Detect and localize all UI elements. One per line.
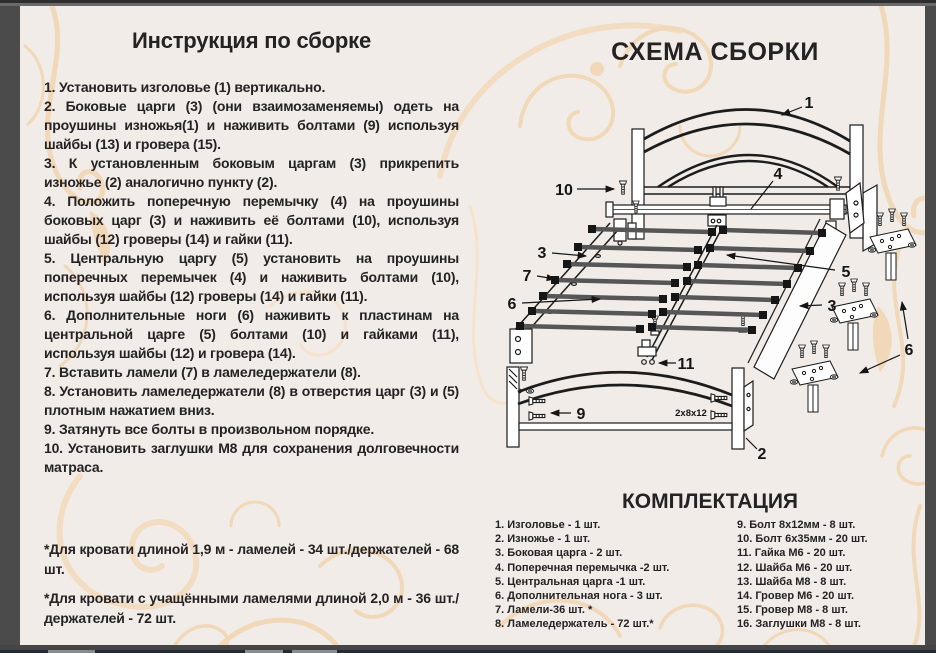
part-item: 9. Болт 8х12мм - 8 шт. xyxy=(737,519,856,531)
part-item: 10. Болт 6х35мм - 20 шт. xyxy=(737,533,868,546)
callout-7: 7 xyxy=(523,268,532,285)
part-item: 7. Ламели-36 шт. * xyxy=(495,604,593,617)
instructions-title: Инструкция по сборке xyxy=(132,28,371,53)
scheme-title: СХЕМА СБОРКИ xyxy=(611,38,819,66)
callout-10: 10 xyxy=(555,182,573,199)
footboard xyxy=(506,366,754,450)
callout-lines xyxy=(521,106,909,450)
instruction-step: 6. Дополнительные ноги (6) наживить к пл… xyxy=(44,307,459,361)
part-item: 11. Гайка М6 - 20 шт. xyxy=(737,547,846,560)
instruction-step: 7. Вставить ламели (7) в ламеледержатели… xyxy=(44,364,361,380)
taskbar-item[interactable] xyxy=(48,650,95,653)
part-item: 1. Изголовье - 1 шт. xyxy=(495,519,601,531)
instruction-page: Инструкция по сборке 1. Установить изгол… xyxy=(20,6,925,645)
callout-2: 2 xyxy=(758,446,767,463)
instructions-steps: 1. Установить изголовье (1) вертикально.… xyxy=(44,78,459,477)
callout-1: 1 xyxy=(805,95,814,112)
instruction-step: 10. Установить заглушки М8 для сохранени… xyxy=(44,440,459,475)
part-item: 14. Гровер М6 - 20 шт. xyxy=(737,590,855,603)
parts-title: КОМПЛЕКТАЦИЯ xyxy=(621,490,799,513)
taskbar-item[interactable] xyxy=(245,650,283,653)
dimension-note: 2x8x12 xyxy=(675,408,707,419)
part-item: 8. Ламеледержатель - 72 шт.* xyxy=(495,618,654,631)
window-bottom-edge xyxy=(0,645,936,650)
callout-6-left: 6 xyxy=(508,296,517,313)
callout-4: 4 xyxy=(774,166,783,183)
instruction-step: 2. Боковые царги (3) (они взаимозаменяем… xyxy=(44,98,459,152)
part-item: 16. Заглушки М8 - 8 шт. xyxy=(737,618,861,631)
part-item: 6. Дополнительная нога - 3 шт. xyxy=(495,590,663,603)
parts-column-right: 9. Болт 8х12мм - 8 шт. 10. Болт 6х35мм -… xyxy=(737,518,925,632)
callout-3-left: 3 xyxy=(538,245,547,262)
footnote: *Для кровати с учащёнными ламелями длино… xyxy=(44,590,459,626)
part-item: 5. Центральная царга -1 шт. xyxy=(495,575,646,588)
taskbar-item[interactable] xyxy=(292,650,337,653)
instruction-step: 4. Положить поперечную перемычку (4) на … xyxy=(44,193,459,247)
footnotes: *Для кровати длиной 1,9 м - ламелей - 34… xyxy=(44,539,459,637)
instruction-step: 3. К установленным боковым царгам (3) пр… xyxy=(44,155,459,190)
callout-11: 11 xyxy=(678,356,695,373)
part-item: 3. Боковая царга - 2 шт. xyxy=(495,547,623,560)
callout-3-right: 3 xyxy=(828,298,837,315)
part-item: 13. Шайба М8 - 8 шт. xyxy=(737,575,847,588)
part-item: 4. Поперечная перемычка -2 шт. xyxy=(495,561,670,574)
instruction-step: 8. Установить ламеледержатели (8) в отве… xyxy=(44,383,459,418)
callout-labels: 1 10 4 3 7 6 5 3 6 11 9 2 2x8x12 xyxy=(508,95,914,463)
callout-9: 9 xyxy=(577,406,586,423)
window-right-edge xyxy=(925,6,936,653)
part-item: 12. Шайба М6 - 20 шт. xyxy=(737,561,853,574)
instruction-step: 9. Затянуть все болты в произвольном пор… xyxy=(44,421,375,437)
callout-6-right: 6 xyxy=(905,342,914,359)
part-item: 2. Изножье - 1 шт. xyxy=(495,533,591,546)
window-left-edge xyxy=(0,6,20,653)
instruction-step: 5. Центральную царгу (5) установить на п… xyxy=(44,250,459,304)
slats xyxy=(516,225,826,334)
cross-bar xyxy=(605,181,865,246)
parts-column-left: 1. Изголовье - 1 шт. 2. Изножье - 1 шт. … xyxy=(495,518,730,632)
instruction-step: 1. Установить изголовье (1) вертикально. xyxy=(44,79,326,95)
part-item: 15. Гровер М8 - 8 шт. xyxy=(737,604,848,617)
callout-5: 5 xyxy=(842,264,851,281)
window-top-highlight xyxy=(0,3,936,6)
window-top-edge xyxy=(0,0,936,3)
assembly-diagram: 1 10 4 3 7 6 5 3 6 11 9 2 2x8x12 xyxy=(506,95,925,463)
footnote: *Для кровати длиной 1,9 м - ламелей - 34… xyxy=(44,541,459,577)
taskbar[interactable] xyxy=(0,650,936,653)
